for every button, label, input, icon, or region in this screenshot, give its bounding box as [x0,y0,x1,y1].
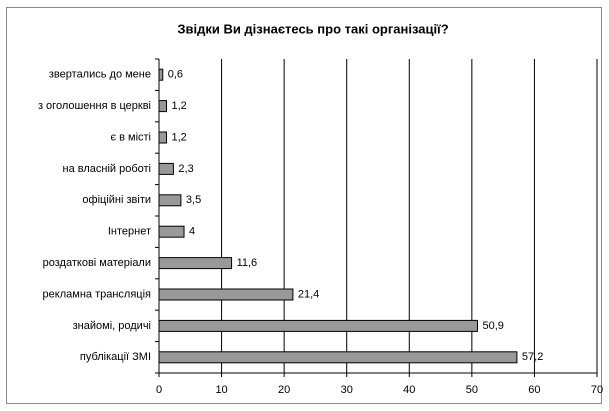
data-label: 1,2 [172,100,187,112]
bar [158,100,168,113]
x-tick-label: 20 [278,384,290,396]
y-tick-label: з оголошення в церкві [38,100,151,112]
y-tick-label: публікації ЗМІ [80,351,151,363]
x-tick-label: 0 [156,384,162,396]
y-tick-label: роздаткові матеріали [43,257,151,269]
bar [158,319,478,332]
chart-title: Звідки Ви дізнаєтесь про такі організаці… [177,21,448,36]
bar [158,68,164,81]
y-tick-label: на власній роботі [63,163,152,175]
data-label: 1,2 [172,131,187,143]
bar [158,351,518,364]
bar [158,162,174,175]
y-tick-label: рекламна трансляція [43,288,151,300]
y-tick-label: Інтернет [108,226,151,238]
x-tick-label: 70 [591,384,603,396]
data-label: 57,2 [522,351,543,363]
x-tick-label: 10 [215,384,227,396]
chart-frame [6,7,602,404]
data-label: 2,3 [178,163,193,175]
data-label: 50,9 [482,320,503,332]
data-label: 11,6 [237,257,258,269]
bar [158,194,182,207]
data-label: 3,5 [186,194,201,206]
data-label: 21,4 [298,288,319,300]
y-tick-label: звертались до мене [49,69,151,81]
data-label: 4 [189,226,195,238]
x-tick-label: 40 [403,384,415,396]
y-tick-label: знайомі, родичі [73,320,151,332]
y-tick-label: є в місті [110,131,151,143]
x-tick-label: 50 [466,384,478,396]
y-tick-label: офіційні звіти [82,194,151,206]
x-tick-label: 60 [528,384,540,396]
bar [158,131,168,144]
data-label: 0,6 [168,69,183,81]
bar [158,225,185,238]
bar [158,257,233,270]
x-tick-label: 30 [341,384,353,396]
bar [158,288,294,301]
